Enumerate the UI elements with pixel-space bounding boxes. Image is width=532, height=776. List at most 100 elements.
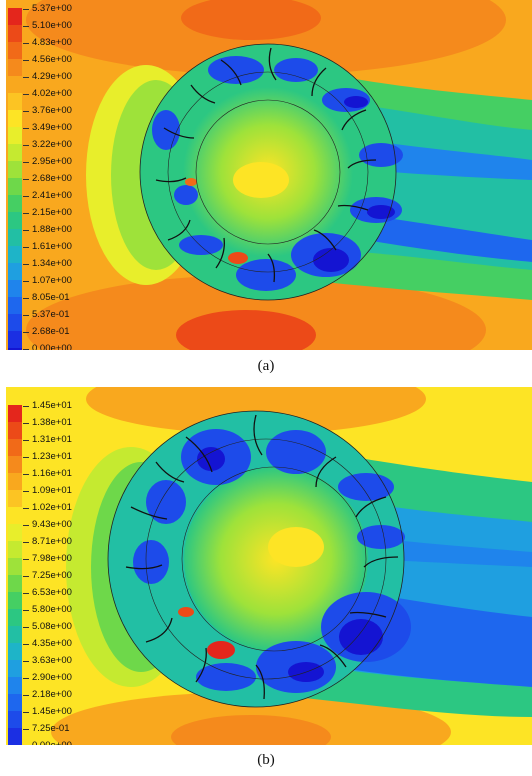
colormap-tick-label: 8.05e-01 — [23, 292, 70, 303]
colormap-entry: 7.25e-01 — [6, 723, 70, 745]
colormap-swatch — [8, 575, 22, 592]
colormap-swatch — [8, 626, 22, 643]
colormap-entry: 3.76e+00 — [6, 105, 72, 127]
contour-plot-a: 5.37e+00 5.10e+00 4.83e+00 4.56e+00 4.29e+00… — [6, 0, 532, 350]
colormap-entry: 2.68e+00 — [6, 173, 72, 195]
caption-a: (a) — [257, 358, 275, 374]
colormap-entry: 3.63e+00 — [6, 655, 72, 677]
colormap-swatch — [8, 178, 22, 195]
colormap-tick-label: 1.45e+00 — [23, 706, 72, 717]
colormap-entry: 1.31e+01 — [6, 434, 72, 456]
colormap-tick-label: 4.35e+00 — [23, 638, 72, 649]
colormap-entry: 1.34e+00 — [6, 258, 72, 280]
colormap-swatch — [8, 558, 22, 575]
colormap-swatch — [8, 643, 22, 660]
colormap-tick-label: 5.08e+00 — [23, 621, 72, 632]
colormap-tick-label: 0.00e+00 — [23, 343, 72, 350]
colormap-entry: 7.98e+00 — [6, 553, 72, 575]
colormap-tick-label: 5.80e+00 — [23, 604, 72, 615]
colormap-swatch — [8, 405, 22, 422]
colormap-swatch — [8, 609, 22, 626]
colormap-tick-label: 7.98e+00 — [23, 553, 72, 564]
colormap-tick-label: 3.63e+00 — [23, 655, 72, 666]
colormap-swatch — [8, 161, 22, 178]
colormap-entry: 1.45e+00 — [6, 706, 72, 728]
colormap-entry: 5.10e+00 — [6, 20, 72, 42]
colormap-tick-label: 4.56e+00 — [23, 54, 72, 65]
colormap-tick-label: 4.29e+00 — [23, 71, 72, 82]
colormap-swatch — [8, 660, 22, 677]
colormap-legend-b: 1.45e+01 1.38e+01 1.31e+01 1.23e+01 1.16e+01… — [6, 400, 72, 745]
colormap-tick-label: 4.83e+00 — [23, 37, 72, 48]
colormap-swatch — [8, 229, 22, 246]
colormap-tick-label: 4.02e+00 — [23, 88, 72, 99]
colormap-swatch — [8, 592, 22, 609]
colormap-entry: 9.43e+00 — [6, 519, 72, 541]
colormap-swatch — [8, 144, 22, 161]
colormap-entry: 2.95e+00 — [6, 156, 72, 178]
colormap-swatch — [8, 25, 22, 42]
colormap-swatch — [8, 728, 22, 745]
colormap-entry: 8.05e-01 — [6, 292, 70, 314]
colormap-tick-label: 2.68e+00 — [23, 173, 72, 184]
colormap-swatch — [8, 195, 22, 212]
colormap-entry: 1.88e+00 — [6, 224, 72, 246]
colormap-tick-label: 7.25e+00 — [23, 570, 72, 581]
colormap-tick-label: 1.02e+01 — [23, 502, 72, 513]
velocity-field-b — [6, 387, 532, 745]
colormap-tick-label: 1.23e+01 — [23, 451, 72, 462]
colormap-entry: 4.56e+00 — [6, 54, 72, 76]
colormap-swatch — [8, 297, 22, 314]
colormap-entry: 4.35e+00 — [6, 638, 72, 660]
colormap-swatch — [8, 456, 22, 473]
colormap-legend-a: 5.37e+00 5.10e+00 4.83e+00 4.56e+00 4.29e+00… — [6, 3, 72, 350]
colormap-tick-label: 1.31e+01 — [23, 434, 72, 445]
colormap-entry: 5.08e+00 — [6, 621, 72, 643]
colormap-swatch — [8, 314, 22, 331]
velocity-field-a — [6, 0, 532, 350]
caption-b: (b) — [257, 752, 275, 768]
colormap-swatch — [8, 59, 22, 76]
colormap-tick-label: 1.16e+01 — [23, 468, 72, 479]
colormap-entry: 4.02e+00 — [6, 88, 72, 110]
colormap-tick-label: 5.10e+00 — [23, 20, 72, 31]
colormap-swatch — [8, 110, 22, 127]
colormap-entry: 4.29e+00 — [6, 71, 72, 93]
colormap-tick-label: 1.09e+01 — [23, 485, 72, 496]
colormap-tick-label: 5.37e-01 — [23, 309, 70, 320]
colormap-tick-label: 7.25e-01 — [23, 723, 70, 734]
colormap-tick-label: 2.15e+00 — [23, 207, 72, 218]
colormap-entry: 1.09e+01 — [6, 485, 72, 507]
colormap-entry: 3.49e+00 — [6, 122, 72, 144]
colormap-entry: 1.38e+01 — [6, 417, 72, 439]
colormap-tick-label: 1.45e+01 — [23, 400, 72, 411]
colormap-swatch — [8, 490, 22, 507]
colormap-swatch — [8, 348, 22, 350]
colormap-tick-label: 3.22e+00 — [23, 139, 72, 150]
colormap-entry: 8.71e+00 — [6, 536, 72, 558]
colormap-tick-label: 3.49e+00 — [23, 122, 72, 133]
colormap-swatch — [8, 694, 22, 711]
colormap-swatch — [8, 93, 22, 110]
colormap-entry: 7.25e+00 — [6, 570, 72, 592]
colormap-entry: 2.41e+00 — [6, 190, 72, 212]
colormap-swatch — [8, 8, 22, 25]
colormap-entry: 3.22e+00 — [6, 139, 72, 161]
colormap-entry: 5.80e+00 — [6, 604, 72, 626]
colormap-entry: 1.61e+00 — [6, 241, 72, 263]
colormap-tick-label: 1.61e+00 — [23, 241, 72, 252]
colormap-tick-label: 1.34e+00 — [23, 258, 72, 269]
colormap-swatch — [8, 507, 22, 524]
colormap-swatch — [8, 524, 22, 541]
colormap-entry: 1.45e+01 — [6, 400, 72, 422]
colormap-swatch — [8, 127, 22, 144]
colormap-entry: 2.18e+00 — [6, 689, 72, 711]
colormap-tick-label: 5.37e+00 — [23, 3, 72, 14]
colormap-entry: 1.07e+00 — [6, 275, 72, 297]
colormap-swatch — [8, 331, 22, 348]
colormap-tick-label: 2.18e+00 — [23, 689, 72, 700]
colormap-tick-label: 2.90e+00 — [23, 672, 72, 683]
colormap-tick-label: 2.68e-01 — [23, 326, 70, 337]
colormap-entry: 5.37e+00 — [6, 3, 72, 25]
colormap-entry: 4.83e+00 — [6, 37, 72, 59]
